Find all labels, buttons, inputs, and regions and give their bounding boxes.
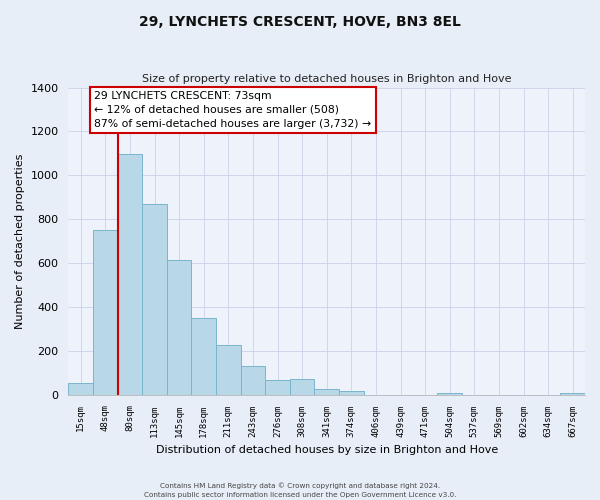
Bar [437, 392, 462, 394]
Bar [167, 260, 191, 394]
Bar [216, 344, 241, 395]
Text: 29, LYNCHETS CRESCENT, HOVE, BN3 8EL: 29, LYNCHETS CRESCENT, HOVE, BN3 8EL [139, 15, 461, 29]
Bar [68, 384, 93, 394]
Title: Size of property relative to detached houses in Brighton and Hove: Size of property relative to detached ho… [142, 74, 511, 84]
Bar [118, 154, 142, 394]
Bar [93, 230, 118, 394]
Bar [265, 380, 290, 394]
X-axis label: Distribution of detached houses by size in Brighton and Hove: Distribution of detached houses by size … [155, 445, 498, 455]
Bar [142, 204, 167, 394]
Bar [560, 392, 585, 394]
Bar [314, 389, 339, 394]
Bar [241, 366, 265, 394]
Text: Contains HM Land Registry data © Crown copyright and database right 2024.
Contai: Contains HM Land Registry data © Crown c… [144, 482, 456, 498]
Bar [339, 390, 364, 394]
Y-axis label: Number of detached properties: Number of detached properties [15, 154, 25, 329]
Bar [191, 318, 216, 394]
Bar [290, 380, 314, 394]
Text: 29 LYNCHETS CRESCENT: 73sqm
← 12% of detached houses are smaller (508)
87% of se: 29 LYNCHETS CRESCENT: 73sqm ← 12% of det… [94, 91, 371, 129]
